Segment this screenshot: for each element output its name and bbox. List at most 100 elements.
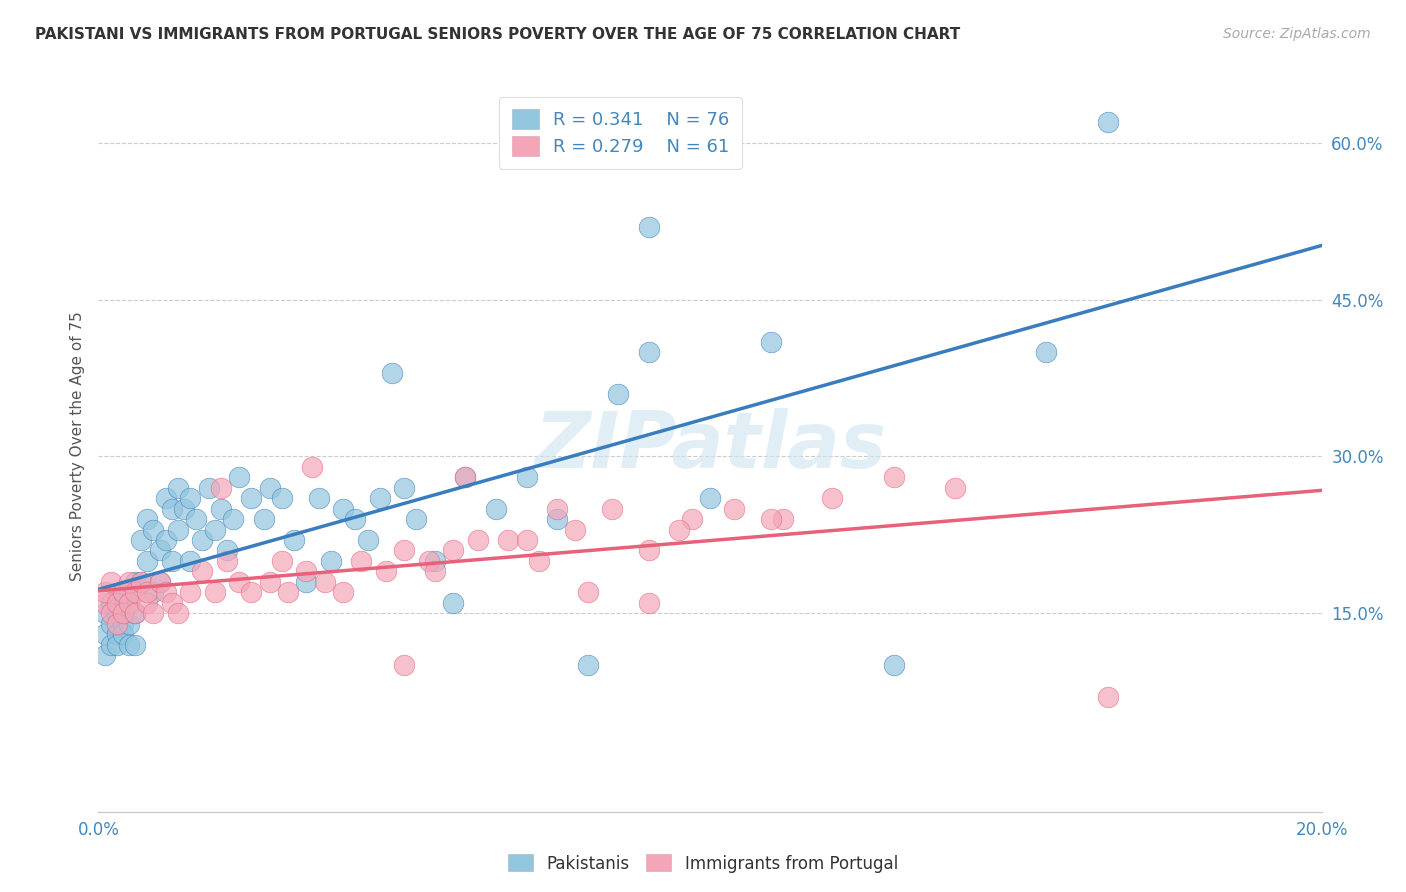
Point [283, 533, 305, 547]
Point [332, 501, 354, 516]
Text: Source: ZipAtlas.com: Source: ZipAtlas.com [1223, 27, 1371, 41]
Point [1035, 345, 1057, 359]
Point [100, 606, 122, 620]
Point [167, 481, 190, 495]
Point [228, 470, 250, 484]
Point [564, 523, 586, 537]
Point [209, 481, 232, 495]
Point [111, 606, 134, 620]
Point [883, 470, 905, 484]
Point [129, 533, 152, 547]
Point [100, 574, 122, 589]
Point [124, 606, 146, 620]
Point [423, 554, 446, 568]
Point [191, 565, 214, 579]
Point [277, 585, 299, 599]
Point [883, 658, 905, 673]
Point [93, 585, 115, 599]
Point [454, 470, 477, 484]
Point [637, 596, 661, 610]
Point [155, 491, 177, 506]
Point [259, 481, 281, 495]
Point [160, 554, 183, 568]
Point [699, 491, 721, 506]
Point [259, 574, 281, 589]
Point [228, 574, 250, 589]
Point [441, 543, 464, 558]
Point [105, 616, 128, 631]
Point [759, 334, 782, 349]
Point [350, 554, 373, 568]
Point [204, 585, 226, 599]
Point [723, 501, 745, 516]
Point [222, 512, 245, 526]
Point [149, 574, 172, 589]
Point [374, 565, 396, 579]
Point [179, 491, 201, 506]
Point [314, 574, 336, 589]
Point [295, 565, 318, 579]
Point [215, 543, 238, 558]
Point [392, 658, 416, 673]
Point [356, 533, 378, 547]
Point [423, 565, 446, 579]
Point [129, 574, 152, 589]
Point [124, 638, 146, 652]
Point [136, 512, 159, 526]
Point [197, 481, 219, 495]
Point [100, 616, 122, 631]
Point [392, 543, 416, 558]
Point [368, 491, 391, 506]
Point [943, 481, 966, 495]
Point [111, 606, 134, 620]
Point [118, 638, 141, 652]
Point [668, 523, 690, 537]
Point [124, 606, 146, 620]
Point [270, 554, 292, 568]
Point [105, 596, 128, 610]
Point [100, 638, 122, 652]
Point [1097, 690, 1119, 704]
Point [118, 616, 141, 631]
Point [129, 574, 152, 589]
Point [295, 574, 318, 589]
Point [136, 554, 159, 568]
Point [405, 512, 427, 526]
Text: PAKISTANI VS IMMIGRANTS FROM PORTUGAL SENIORS POVERTY OVER THE AGE OF 75 CORRELA: PAKISTANI VS IMMIGRANTS FROM PORTUGAL SE… [35, 27, 960, 42]
Point [204, 523, 226, 537]
Point [105, 606, 128, 620]
Point [392, 481, 416, 495]
Point [160, 596, 183, 610]
Point [155, 585, 177, 599]
Point [496, 533, 519, 547]
Point [111, 616, 134, 631]
Point [111, 627, 134, 641]
Point [240, 585, 263, 599]
Point [637, 543, 661, 558]
Point [215, 554, 238, 568]
Point [118, 596, 141, 610]
Point [179, 554, 201, 568]
Point [186, 512, 208, 526]
Point [155, 533, 177, 547]
Point [527, 554, 550, 568]
Point [160, 501, 183, 516]
Point [681, 512, 703, 526]
Point [105, 627, 128, 641]
Point [118, 596, 141, 610]
Text: ZIPatlas: ZIPatlas [534, 408, 886, 484]
Point [467, 533, 489, 547]
Point [332, 585, 354, 599]
Point [607, 386, 630, 401]
Point [637, 345, 661, 359]
Point [759, 512, 782, 526]
Point [179, 585, 201, 599]
Point [149, 543, 172, 558]
Point [167, 606, 190, 620]
Point [118, 574, 141, 589]
Point [344, 512, 367, 526]
Point [516, 533, 538, 547]
Point [105, 596, 128, 610]
Point [1097, 115, 1119, 129]
Point [485, 501, 508, 516]
